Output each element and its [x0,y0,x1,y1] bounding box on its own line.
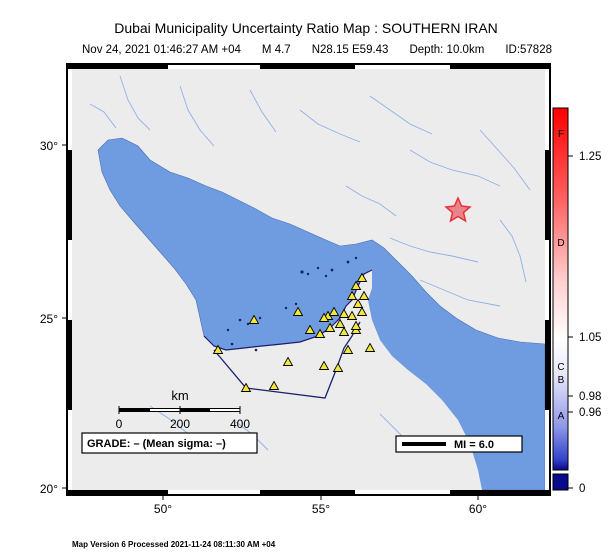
frame-checker [68,65,549,494]
grade-letter: D [557,238,564,249]
station-triangle [356,306,368,316]
oman-land [300,270,545,490]
station-triangle [212,344,224,354]
colorbar-value: 0 [579,483,585,495]
station-triangle [318,360,330,370]
event-id: ID:57828 [505,44,552,56]
station-triangle [342,344,354,354]
map-title: Dubai Municipality Uncertainty Ratio Map… [114,20,498,36]
station-triangle [352,298,364,308]
epicenter-star [444,196,472,223]
station-triangle [240,382,252,392]
station-triangle [318,312,330,322]
event-datetime: Nov 24, 2021 01:46:27 AM +04 [82,44,241,56]
lat-tick-label: 20° [40,482,58,496]
latitude-ticks: 30° 25° 20° [40,139,66,496]
station-triangle [268,380,280,390]
station-triangle [282,356,294,366]
islands [226,256,358,352]
scale-label: 200 [170,417,190,431]
scale-bar: km 0 200 400 [116,388,251,431]
station-triangle [356,272,368,282]
event-info: Nov 24, 2021 01:46:27 AM +04 M 4.7 N28.1… [82,44,552,56]
station-triangle [358,290,370,300]
lon-tick-label: 50° [154,502,172,516]
station-triangle [314,328,326,338]
station-triangle [346,290,358,300]
event-depth: Depth: 10.0km [409,44,485,56]
grade-letter: B [558,375,565,386]
lat-tick-label: 30° [40,139,58,153]
grade-letter: F [558,129,564,140]
station-triangle [350,280,362,290]
event-location: N28.15 E59.43 [311,44,389,56]
mi-label: MI = 6.0 [454,439,494,451]
station-triangle [350,320,362,330]
station-triangle [346,310,358,320]
station-triangle [248,314,260,324]
scale-label: 400 [230,417,250,431]
lat-tick-label: 25° [40,312,58,326]
scale-unit: km [171,388,188,403]
station-triangle [324,322,336,332]
station-triangle [338,308,350,318]
grade-letter: A [558,411,565,422]
station-triangle [338,326,350,336]
station-triangle [332,362,344,372]
longitude-ticks: 50° 55° 60° [154,496,487,516]
station-markers [212,272,376,392]
colorbar: F D C B A 1.25 1.05 0.98 0.96 0 [552,107,601,495]
lon-tick-label: 60° [469,502,487,516]
grade-text: GRADE: – (Mean sigma: –) [87,438,226,450]
station-triangle [364,342,376,352]
colorbar-value: 1.05 [579,332,601,344]
grade-box: GRADE: – (Mean sigma: –) [81,432,258,454]
scale-label: 0 [116,417,123,431]
map-version: Map Version 6 Processed 2021-11-24 08:11… [72,540,276,549]
station-triangle [304,324,316,334]
colorbar-value: 0.98 [579,391,601,403]
lon-tick-label: 55° [312,502,330,516]
colorbar-value: 0.96 [579,407,601,419]
station-triangle [334,318,346,328]
station-triangle [292,306,304,316]
mi-legend: MI = 6.0 [395,435,523,453]
event-magnitude: M 4.7 [261,44,291,56]
grade-letter: C [557,362,564,373]
colorbar-value: 1.25 [579,151,601,163]
station-triangle [328,306,340,316]
